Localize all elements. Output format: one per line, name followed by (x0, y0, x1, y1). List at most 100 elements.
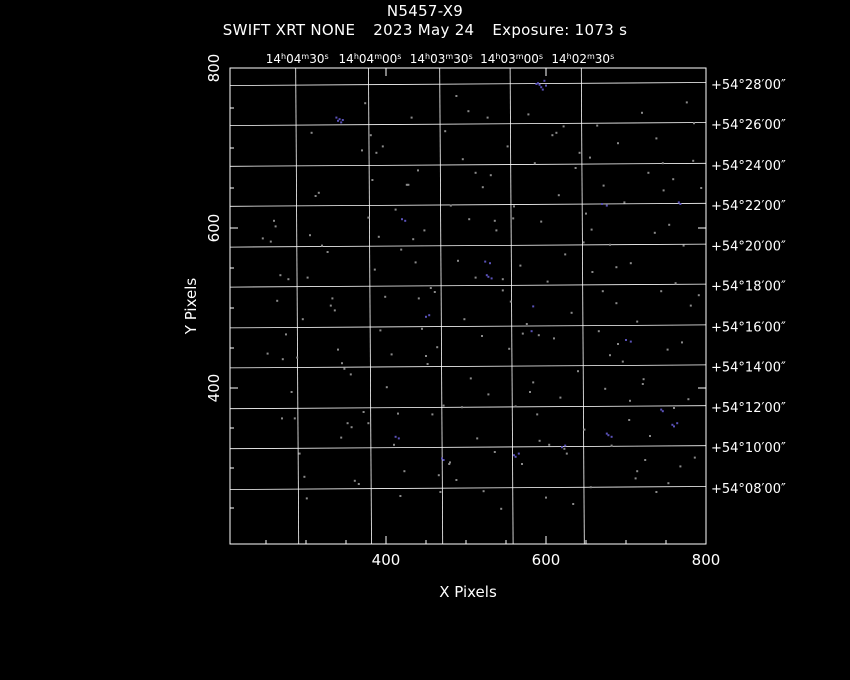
background-photon-point (303, 475, 306, 478)
dec-tick-label: +54°14′00″ (711, 360, 786, 375)
background-photon-point (373, 268, 376, 271)
background-photon-point (469, 377, 472, 380)
dec-tick-label: +54°22′00″ (711, 199, 786, 214)
source-photon-point (660, 408, 663, 411)
background-photon-point (276, 299, 279, 302)
ra-grid-line (439, 67, 444, 545)
background-photon-point (305, 497, 308, 500)
background-photon-point (400, 248, 403, 251)
background-photon-point (371, 179, 374, 181)
dec-grid-line (229, 283, 707, 288)
background-photon-point (384, 295, 387, 298)
background-photon-point (512, 217, 515, 220)
plot-title: N5457-X9 (386, 2, 464, 20)
source-photon-point (484, 260, 487, 263)
background-photon-point (390, 353, 393, 356)
source-photon-point (337, 119, 339, 122)
dec-tick-label: +54°26′00″ (711, 118, 786, 133)
background-photon-point (425, 355, 427, 357)
background-photon-point (555, 131, 558, 134)
y-tick-label: 800 (205, 54, 223, 83)
source-photon-point (530, 330, 533, 333)
background-photon-point (493, 219, 496, 222)
background-photon-point (405, 183, 408, 186)
source-photon-point (605, 204, 608, 207)
background-photon-point (442, 404, 445, 407)
background-photon-point (583, 428, 586, 431)
background-photon-point (296, 356, 299, 359)
background-photon-point (364, 102, 367, 105)
source-photon-point (679, 203, 682, 205)
background-photon-point (574, 167, 577, 169)
background-photon-point (261, 237, 264, 240)
source-photon-point (543, 79, 546, 82)
background-photon-point (269, 240, 272, 243)
source-photon-point (485, 274, 488, 277)
background-photon-point (482, 490, 485, 493)
dec-grid-line (229, 445, 707, 450)
background-photon-point (636, 320, 639, 323)
dec-grid-line (229, 122, 707, 126)
background-photon-point (500, 507, 503, 510)
dec-tick-label: +54°28′00″ (711, 78, 786, 93)
background-photon-point (367, 422, 370, 425)
background-photon-point (343, 367, 346, 370)
ra-tick-label: 14h02m30s (551, 52, 614, 66)
dec-grid-line (229, 243, 707, 248)
dec-grid-line (229, 202, 707, 207)
background-photon-point (610, 444, 613, 447)
photon-events (261, 79, 703, 510)
ra-grid-line (509, 67, 514, 545)
ra-tick-label: 14h03m30s (410, 52, 473, 66)
background-photon-point (489, 174, 492, 177)
background-photon-point (655, 491, 658, 493)
source-photon-point (441, 457, 443, 460)
background-photon-point (585, 212, 587, 215)
background-photon-point (565, 452, 568, 455)
background-photon-point (461, 406, 463, 409)
background-photon-point (521, 332, 524, 335)
background-photon-point (417, 297, 420, 300)
dec-tick-label: +54°10′00″ (711, 441, 786, 456)
background-photon-point (423, 229, 426, 232)
background-photon-point (301, 318, 304, 321)
source-photon-point (561, 446, 563, 449)
background-photon-point (551, 134, 554, 137)
source-photon-point (341, 119, 344, 121)
background-photon-point (369, 134, 372, 137)
background-photon-point (310, 131, 313, 134)
background-photon-point (337, 348, 339, 351)
x-tick-label: 400 (372, 551, 401, 569)
background-photon-point (681, 341, 683, 344)
background-photon-point (349, 373, 352, 376)
ra-grid-line (295, 67, 300, 545)
background-photon-point (647, 171, 650, 174)
source-photon-point (625, 339, 627, 341)
background-photon-point (629, 399, 631, 402)
background-photon-point (668, 223, 671, 226)
background-photon-point (674, 282, 677, 285)
dec-grid-line (229, 162, 707, 167)
background-photon-point (298, 452, 301, 455)
ra-tick-label: 14h04m00s (339, 52, 402, 66)
background-photon-point (621, 360, 624, 363)
background-photon-point (437, 474, 440, 477)
source-photon-point (540, 86, 543, 89)
background-photon-point (281, 358, 284, 361)
instrument-label: SWIFT XRT NONE (222, 21, 356, 39)
background-photon-point (361, 149, 363, 152)
background-photon-point (673, 407, 675, 409)
source-photon-point (607, 434, 610, 437)
background-photon-point (570, 311, 573, 314)
background-photon-point (623, 201, 626, 204)
observation-info: SWIFT XRT NONE 2023 May 24 Exposure: 1073 … (0, 21, 850, 39)
background-photon-point (572, 503, 575, 505)
ra-tick-label: 14h03m00s (480, 52, 543, 66)
source-photon-point (404, 219, 407, 222)
source-photon-point (489, 262, 491, 265)
coordinate-grid: +54°28′00″ +54°26′00″ +54°24′00″ +54°22′00″… (229, 52, 786, 545)
source-photon-point (335, 116, 338, 119)
source-photon-point (564, 444, 567, 447)
source-photon-point (490, 277, 493, 280)
